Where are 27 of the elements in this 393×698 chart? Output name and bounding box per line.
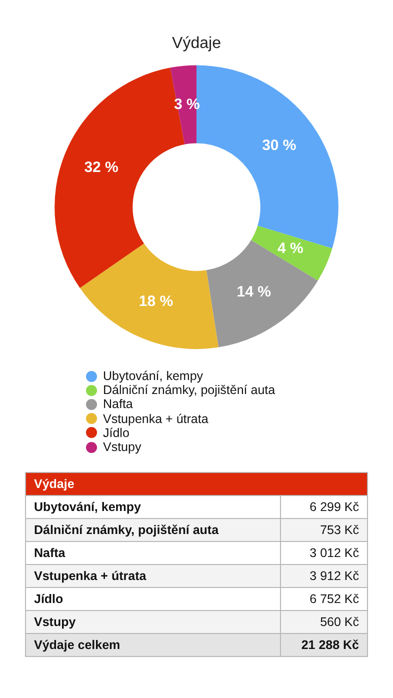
chart-title: Výdaje [172, 35, 222, 52]
data-label: 30 % [262, 136, 296, 154]
legend-label: Vstupy [103, 440, 142, 454]
category-label: Dálniční známky, pojištění auta [26, 518, 280, 542]
text: 753 Kč [320, 523, 359, 538]
text: Výdaje celkem [26, 634, 280, 657]
legend-label: Nafta [103, 397, 133, 412]
category-label: Vstupy [26, 610, 280, 634]
data-label: 14 % [236, 284, 271, 301]
category-label: Jídlo [26, 588, 280, 611]
text: 21 288 Kč [280, 634, 368, 657]
text: 560 Kč [320, 615, 359, 630]
legend-label: Vstupenka + útrata [103, 412, 208, 426]
category-label: Vstupenka + útrata [26, 564, 280, 588]
data-label: 18 % [138, 292, 174, 310]
text: 3 912 Kč [310, 569, 359, 584]
text: 3 012 Kč [310, 546, 359, 560]
legend-label: Jídlo [103, 426, 130, 440]
data-label: 4 % [278, 240, 304, 258]
text: Výdaje [26, 472, 368, 496]
category-label: Ubytování, kempy [26, 496, 280, 519]
legend-label: Dálniční známky, pojištění auta [103, 383, 276, 398]
text: 6 752 Kč [310, 592, 359, 606]
text: 6 299 Kč [310, 500, 359, 514]
category-label: Nafta [26, 542, 280, 565]
data-label: 32 % [84, 159, 118, 176]
legend-label: Ubytování, kempy [103, 369, 204, 384]
